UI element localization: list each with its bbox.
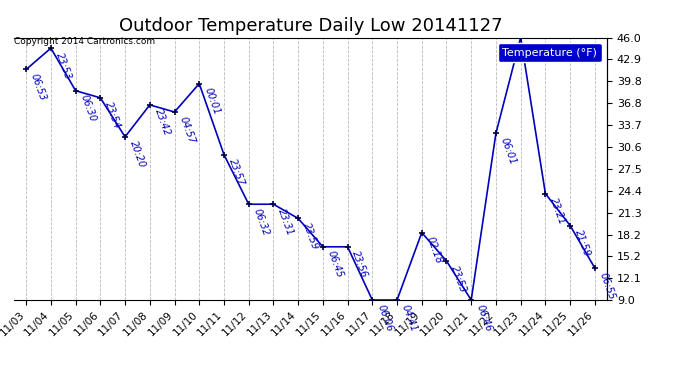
Text: 06:30: 06:30 xyxy=(79,93,98,123)
Text: 06:01: 06:01 xyxy=(499,136,518,166)
Text: Copyright 2014 Cartronics.com: Copyright 2014 Cartronics.com xyxy=(14,38,155,46)
Legend: Temperature (°F): Temperature (°F) xyxy=(498,43,602,62)
Title: Outdoor Temperature Daily Low 20141127: Outdoor Temperature Daily Low 20141127 xyxy=(119,16,502,34)
Text: 23:59: 23:59 xyxy=(301,221,320,251)
Text: 06:46: 06:46 xyxy=(474,303,493,333)
Text: 06:53: 06:53 xyxy=(29,72,48,102)
Text: 23:54: 23:54 xyxy=(104,100,122,130)
Text: 06:45: 06:45 xyxy=(326,250,345,280)
Text: 06:06: 06:06 xyxy=(375,303,395,333)
Text: 04:57: 04:57 xyxy=(177,115,197,145)
Text: 20:20: 20:20 xyxy=(128,140,147,170)
Text: 04:41: 04:41 xyxy=(400,303,419,333)
Text: 23:42: 23:42 xyxy=(152,108,172,138)
Text: 23:57: 23:57 xyxy=(227,158,246,188)
Text: 06:55: 06:55 xyxy=(598,271,617,301)
Text: 23:53: 23:53 xyxy=(54,51,73,81)
Text: 23:53: 23:53 xyxy=(449,264,469,294)
Text: 23:56: 23:56 xyxy=(351,250,370,280)
Text: 02:18: 02:18 xyxy=(425,236,444,266)
Text: 06:32: 06:32 xyxy=(252,207,270,237)
Text: 23:21: 23:21 xyxy=(549,196,567,226)
Text: 21:59: 21:59 xyxy=(573,228,592,258)
Text: 00:01: 00:01 xyxy=(202,87,221,116)
Text: 23:31: 23:31 xyxy=(277,207,295,237)
